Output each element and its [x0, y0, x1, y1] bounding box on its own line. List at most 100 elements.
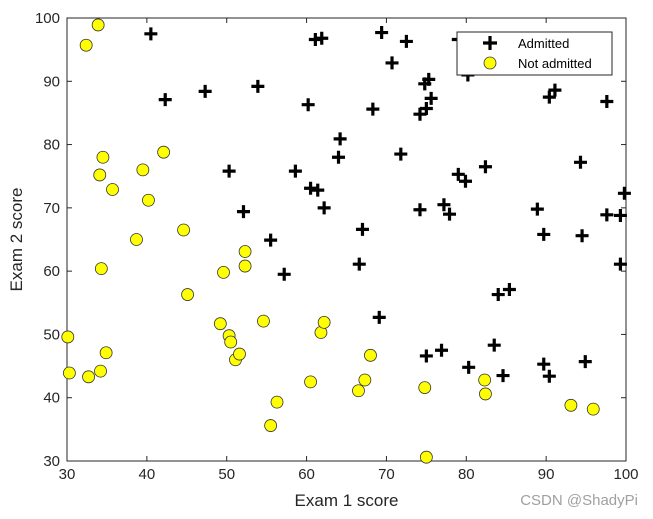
legend-item-not-admitted: Not admitted	[518, 56, 592, 71]
admitted-point	[222, 164, 236, 178]
admitted-point	[435, 343, 449, 357]
not-admitted-point	[79, 38, 93, 52]
x-tick-label: 70	[378, 466, 395, 483]
admitted-point	[288, 164, 302, 178]
not-admitted-point	[224, 335, 238, 349]
not-admitted-point	[586, 402, 600, 416]
y-axis-label: Exam 2 score	[7, 188, 26, 292]
not-admitted-point	[130, 233, 143, 246]
admitted-point	[487, 338, 501, 352]
admitted-point	[613, 257, 627, 271]
y-tick-label: 100	[35, 10, 60, 27]
not-admitted-point	[352, 384, 365, 398]
not-admitted-point	[96, 150, 110, 164]
legend: Admitted Not admitted	[456, 31, 613, 76]
admitted-point	[491, 288, 505, 302]
not-admitted-point	[213, 317, 227, 331]
admitted-point	[301, 98, 315, 112]
not-admitted-point	[177, 223, 190, 237]
not-admitted-point	[62, 366, 76, 380]
not-admitted-point	[304, 375, 317, 389]
admitted-point	[355, 222, 369, 236]
admitted-point	[311, 183, 325, 197]
admitted-point	[478, 160, 492, 174]
admitted-point	[613, 208, 627, 222]
y-tick-label: 40	[43, 390, 60, 407]
x-tick-label: 100	[613, 466, 638, 483]
admitted-point	[578, 355, 592, 369]
admitted-point	[575, 229, 589, 243]
not-admitted-point	[99, 346, 113, 360]
not-admitted-point	[82, 370, 95, 384]
not-admitted-point	[181, 288, 194, 301]
y-tick-label: 50	[43, 326, 60, 343]
x-tick-label: 90	[538, 466, 555, 483]
not-admitted-point	[418, 381, 432, 394]
admitted-point	[158, 93, 172, 107]
admitted-point	[385, 56, 399, 70]
admitted-point	[317, 201, 331, 215]
admitted-point	[375, 26, 389, 40]
not-admitted-point	[93, 168, 107, 182]
admitted-point	[462, 360, 476, 374]
watermark: CSDN @ShadyPi	[520, 492, 638, 509]
admitted-point	[332, 150, 346, 164]
plot-area	[66, 17, 627, 462]
not-admitted-point	[238, 245, 252, 258]
not-admitted-point	[217, 266, 230, 279]
legend-marker-plus-icon	[483, 36, 497, 50]
not-admitted-point	[358, 373, 372, 387]
admitted-point	[277, 267, 291, 281]
not-admitted-point	[91, 18, 105, 32]
not-admitted-point	[564, 398, 578, 412]
admitted-point	[419, 101, 433, 115]
legend-item-admitted: Admitted	[518, 36, 569, 51]
legend-box	[456, 31, 613, 76]
admitted-point	[496, 369, 510, 383]
admitted-point	[264, 233, 278, 247]
y-tick-label: 70	[43, 200, 60, 217]
y-tick-label: 90	[43, 73, 60, 90]
not-admitted-point	[94, 262, 108, 276]
admitted-point	[399, 34, 413, 48]
not-admitted-point	[317, 316, 331, 329]
admitted-point	[437, 198, 451, 212]
admitted-point	[548, 83, 562, 97]
not-admitted-point	[136, 163, 150, 177]
y-axis-ticks: 30 40 50 60 70 80 90 100	[35, 10, 626, 470]
admitted-point	[537, 227, 551, 241]
admitted-point	[394, 147, 408, 161]
not-admitted-point	[238, 259, 252, 273]
admitted-point	[530, 202, 544, 216]
data-markers	[61, 18, 631, 464]
admitted-point	[617, 186, 631, 200]
not-admitted-point	[61, 330, 75, 344]
not-admitted-point	[419, 450, 433, 464]
x-tick-label: 50	[218, 466, 235, 483]
admitted-point	[422, 72, 436, 86]
legend-marker-circle-icon	[483, 56, 497, 70]
admitted-point	[424, 91, 438, 105]
not-admitted-point	[142, 193, 155, 207]
x-tick-label: 40	[139, 466, 156, 483]
admitted-point	[236, 205, 250, 219]
y-tick-label: 80	[43, 137, 60, 154]
admitted-point	[413, 203, 427, 217]
not-admitted-point	[270, 395, 284, 409]
admitted-point	[443, 207, 457, 221]
admitted-point	[144, 27, 158, 41]
admitted-point	[502, 282, 516, 296]
admitted-point	[600, 95, 614, 109]
not-admitted-point	[264, 419, 278, 432]
x-tick-label: 80	[458, 466, 475, 483]
admitted-point	[372, 310, 386, 324]
admitted-point	[304, 181, 318, 195]
admitted-point	[573, 155, 587, 169]
y-tick-label: 60	[43, 263, 60, 280]
x-axis-label: Exam 1 score	[295, 491, 399, 510]
not-admitted-point	[479, 387, 492, 401]
admitted-point	[198, 84, 212, 98]
admitted-point	[542, 369, 556, 383]
not-admitted-point	[478, 373, 492, 387]
